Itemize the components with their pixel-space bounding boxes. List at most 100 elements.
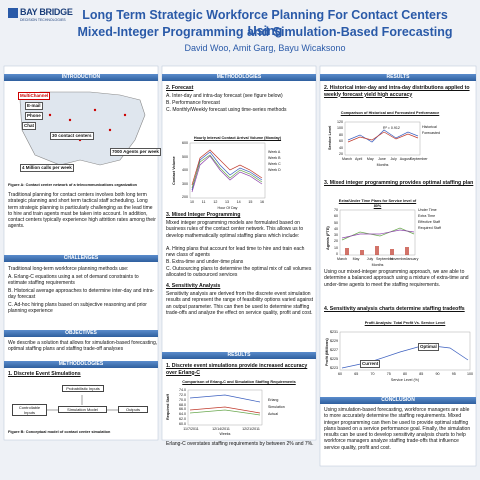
tick-label: 75 <box>386 372 391 376</box>
paragraph: Traditional long-term workforce planning… <box>8 266 129 272</box>
diagram-node: Probabilistic Inputs <box>62 385 104 392</box>
section-header: CONCLUSION <box>320 397 476 404</box>
tick-label: 16 <box>260 200 264 204</box>
chart-title: Extra/Under Time Plans for Service level… <box>338 199 417 208</box>
list-item: A. Hiring plans that account for lead ti… <box>166 246 305 259</box>
tick-label: $229 <box>330 339 338 343</box>
legend-item: Extra Time <box>418 214 436 218</box>
tick-label: 12/21/2011 <box>242 427 260 431</box>
paragraph: Using our mixed-integer programming appr… <box>324 269 469 288</box>
authors: David Woo, Amit Garg, Bayu Wicaksono <box>184 43 346 53</box>
list-item: B. Historical average approaches to dete… <box>8 288 155 301</box>
tick-label: 100 <box>467 372 473 376</box>
list-item: A. Inter-day and intra-day forecast (see… <box>166 93 283 99</box>
subheading: 4. Sensitivity Analysis <box>166 283 221 289</box>
chart-title: Comparison of Historical and Forecasted … <box>340 111 440 115</box>
tick-label: April <box>355 157 363 161</box>
tick-label: 64.0 <box>179 412 186 417</box>
tick-label: 0 <box>336 252 338 256</box>
tick-label: 30 <box>334 233 338 238</box>
list-item: B. Performance forecast <box>166 100 220 106</box>
tick-label: $225 <box>330 357 338 361</box>
title: Long Term Strategic Workforce Planning F… <box>82 8 448 38</box>
map-label: 30 contact centers <box>50 132 94 140</box>
tick-label: $231 <box>330 330 338 334</box>
tick-label: 12 <box>213 200 218 204</box>
title: Mixed-Integer Programming and Simulation… <box>77 25 453 39</box>
tick-label: 68.0 <box>179 402 186 407</box>
map-label: 4 Million calls per week <box>20 164 74 172</box>
tick-label: 40 <box>339 145 343 150</box>
tick-label: 400 <box>182 168 188 172</box>
subheading: 1. Discrete event simulations provide in… <box>166 363 308 376</box>
tick-label: 14 <box>236 200 241 204</box>
list-item: A. Erlang-C equations using a set of dem… <box>8 274 139 287</box>
tick-label: 60 <box>339 139 343 144</box>
subheading: 3. Mixed integer programming provides op… <box>324 180 474 186</box>
tick-label: July <box>366 257 374 261</box>
diagram-node: Simulation Model <box>58 406 107 413</box>
section-header: INTRODUCTION <box>4 74 158 81</box>
tick-label: May <box>366 157 374 161</box>
tick-label: 100 <box>337 126 343 131</box>
legend-item: Under Time <box>418 208 437 212</box>
chart-bars <box>345 246 409 255</box>
section-header: METHODOLOGIES <box>162 74 316 81</box>
tick-label: 10 <box>334 245 338 250</box>
subheading: 1. Discrete Event Simulations <box>8 371 81 377</box>
logo-sub: DECISION TECHNOLOGIES <box>20 18 66 22</box>
section-header: RESULTS <box>320 74 476 81</box>
tick-label: 80 <box>339 132 343 137</box>
paragraph: Traditional planning for contact centers… <box>8 192 156 230</box>
list-item: C. Ad-hoc hiring plans based on subjecti… <box>8 302 147 315</box>
axis-label: Months <box>371 263 384 267</box>
axis-label: Agents (FTE) <box>326 226 330 250</box>
map-label: MultiChannel <box>18 92 51 100</box>
tick-label: September <box>376 257 394 261</box>
legend-item: Week B <box>268 156 281 160</box>
tick-label: 60 <box>334 214 338 219</box>
tick-label: 60.0 <box>179 422 186 426</box>
subheading: 3. Mixed Integer Programming <box>166 212 241 218</box>
legend-item: Forecasted <box>422 131 440 135</box>
tick-label: 13 <box>225 200 229 204</box>
tick-label: 80 <box>403 372 407 376</box>
tick-label: 70 <box>370 372 375 376</box>
tick-label: 15 <box>248 200 253 204</box>
diagram-node: Controllable Inputs <box>12 404 47 416</box>
logo: BAY BRIDGE <box>20 7 73 17</box>
caption: Figure A: Contact center network of a te… <box>8 183 137 187</box>
legend-item: Required Staff <box>418 226 441 230</box>
tick-label: 11 <box>201 200 206 204</box>
tick-label: March <box>342 157 352 161</box>
annotation: Optimal <box>418 343 439 351</box>
axis-label: Months <box>376 163 389 167</box>
paragraph: Mixed integer programming models are for… <box>166 220 304 239</box>
tick-label: 72.0 <box>179 392 186 397</box>
section-header: CHALLENGES <box>4 255 158 262</box>
tick-label: 500 <box>182 154 188 159</box>
list-item: C. Outsourcing plans to determine the op… <box>166 266 312 279</box>
tick-label: 90 <box>435 372 440 376</box>
list-item: C. Monthly/Weekly forecast using time-se… <box>166 107 287 113</box>
subheading: 2. Historical inter-day and intra-day di… <box>324 85 470 98</box>
axis-label: Service Level (%) <box>390 378 420 382</box>
logo-mark <box>8 8 18 18</box>
tick-label: 600 <box>182 141 188 145</box>
chart-title: Profit Analysis: Total Profit Vs. Servic… <box>364 321 446 325</box>
legend-item: Actual <box>268 412 278 416</box>
legend-item: Effective Staff <box>418 220 441 224</box>
tick-label: 62.0 <box>179 417 186 422</box>
paragraph: We describe a solution that allows for s… <box>8 340 158 353</box>
axis-label: Hour Of Day <box>217 206 238 210</box>
tick-label: 120 <box>337 120 343 124</box>
tick-label: 70 <box>334 208 338 212</box>
map-label: Phone <box>25 112 43 120</box>
list-item: B. Extra-time and under-time plans <box>166 259 244 265</box>
axis-label: Service Level <box>328 125 332 150</box>
tick-label: November <box>390 257 407 261</box>
legend-item: Week D <box>268 168 281 172</box>
chart-title: Hourly Interval Contact Arrival Volume (… <box>193 136 282 140</box>
tick-label: 74.0 <box>179 388 186 392</box>
